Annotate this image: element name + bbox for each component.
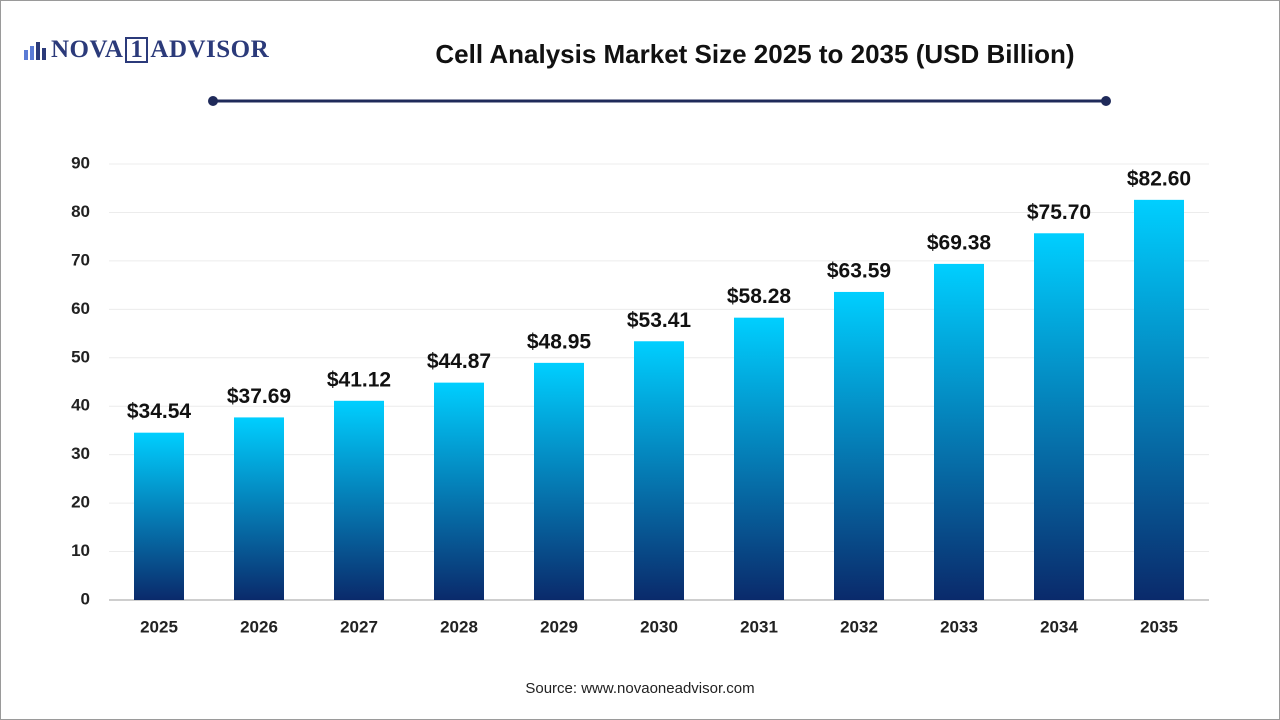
x-tick-label: 2030 [640, 617, 678, 636]
y-tick-label: 70 [71, 250, 90, 269]
y-tick-label: 10 [71, 541, 90, 560]
value-label: $34.54 [127, 400, 192, 423]
x-tick-label: 2032 [840, 617, 878, 636]
y-tick-label: 0 [81, 589, 90, 608]
x-tick-label: 2028 [440, 617, 478, 636]
y-tick-label: 30 [71, 444, 90, 463]
bar [534, 362, 584, 600]
value-label: $41.12 [327, 368, 391, 391]
value-label: $53.41 [627, 309, 692, 332]
y-tick-label: 80 [71, 202, 90, 221]
x-tick-label: 2029 [540, 617, 578, 636]
bar [134, 432, 184, 600]
x-tick-label: 2034 [1040, 617, 1078, 636]
value-label: $82.60 [1127, 167, 1191, 190]
value-label: $63.59 [827, 259, 891, 282]
value-label: $69.38 [927, 231, 992, 254]
logo: NOVA 1 ADVISOR [22, 36, 269, 64]
logo-icon [24, 42, 46, 60]
source: Source: www.novaoneadvisor.com [525, 680, 754, 697]
x-tick-label: 2026 [240, 617, 278, 636]
bar [634, 341, 684, 600]
y-tick-label: 20 [71, 493, 90, 512]
bar [1034, 233, 1084, 600]
bar [334, 400, 384, 600]
x-tick-label: 2025 [140, 617, 178, 636]
x-tick-label: 2027 [340, 617, 378, 636]
bar [934, 263, 984, 600]
y-tick-label: 90 [71, 153, 90, 172]
value-label: $44.87 [427, 350, 491, 373]
bar [434, 382, 484, 600]
value-label: $58.28 [727, 285, 792, 308]
rule-dot [208, 96, 218, 106]
rule-dot [1101, 96, 1111, 106]
value-label: $48.95 [527, 330, 592, 353]
logo-mark: 1 [125, 37, 149, 63]
x-tick-label: 2033 [940, 617, 978, 636]
y-tick-label: 40 [71, 396, 90, 415]
bar [834, 291, 884, 600]
y-tick-label: 50 [71, 347, 90, 366]
value-label: $37.69 [227, 385, 291, 408]
logo-right: ADVISOR [150, 36, 270, 63]
y-tick-label: 60 [71, 299, 90, 318]
x-tick-label: 2035 [1140, 617, 1178, 636]
value-label: $75.70 [1027, 201, 1091, 224]
bar [234, 417, 284, 600]
logo-left: NOVA [51, 36, 124, 63]
x-tick-label: 2031 [740, 617, 778, 636]
chart-title: Cell Analysis Market Size 2025 to 2035 (… [435, 39, 1074, 69]
bar [1134, 199, 1184, 601]
bar [734, 317, 784, 600]
